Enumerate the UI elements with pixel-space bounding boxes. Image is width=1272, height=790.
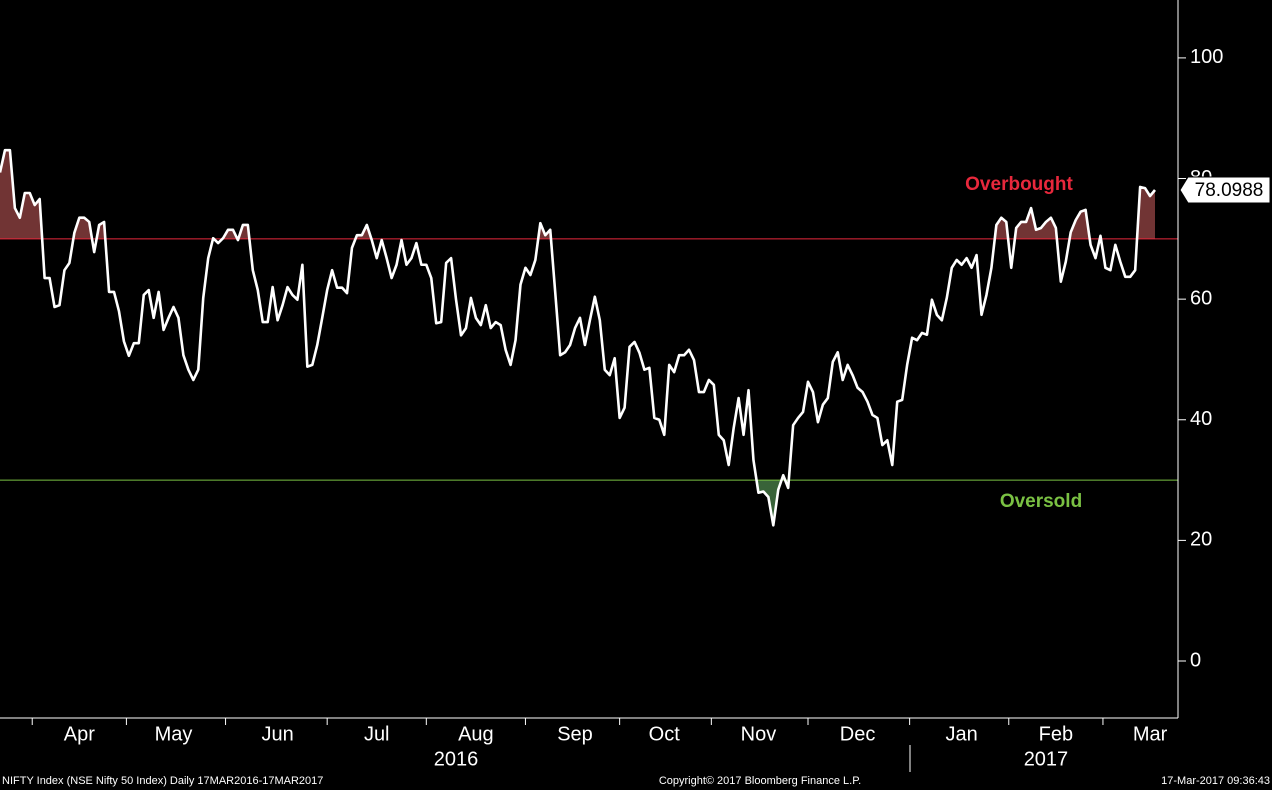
last-value-tag [1179,176,1271,204]
y-tick-label: 20 [1190,529,1212,551]
y-tick-label: 100 [1190,46,1223,68]
footer-left: NIFTY Index (NSE Nifty 50 Index) Daily 1… [2,775,323,787]
footer-center: Copyright© 2017 Bloomberg Finance L.P. [659,775,861,787]
overbought-label: Overbought [965,174,1073,195]
x-tick-label: Dec [840,723,876,745]
x-tick-label: May [155,723,193,745]
y-tick-label: 40 [1190,408,1212,430]
y-tick-label: 60 [1190,287,1212,309]
x-tick-label: Jun [261,723,293,745]
footer-right: 17-Mar-2017 09:36:43 [1161,775,1270,787]
overbought-fill [0,150,1155,239]
x-tick-label: Nov [741,723,777,745]
last-value-label: 78.0988 [1195,180,1264,201]
x-tick-label: Aug [458,723,494,745]
rsi-line [0,148,1157,527]
year-label: 2016 [434,748,479,770]
x-tick-label: Jul [364,723,390,745]
x-tick-label: Mar [1133,723,1168,745]
x-tick-label: Feb [1039,723,1073,745]
x-tick-label: Jan [946,723,978,745]
oversold-label: Oversold [1000,491,1082,512]
x-tick-label: Oct [649,723,681,745]
year-label: 2017 [1024,748,1069,770]
x-tick-label: Sep [557,723,593,745]
y-tick-label: 0 [1190,649,1201,671]
x-tick-label: Apr [64,723,95,745]
oversold-fill [0,480,1155,526]
